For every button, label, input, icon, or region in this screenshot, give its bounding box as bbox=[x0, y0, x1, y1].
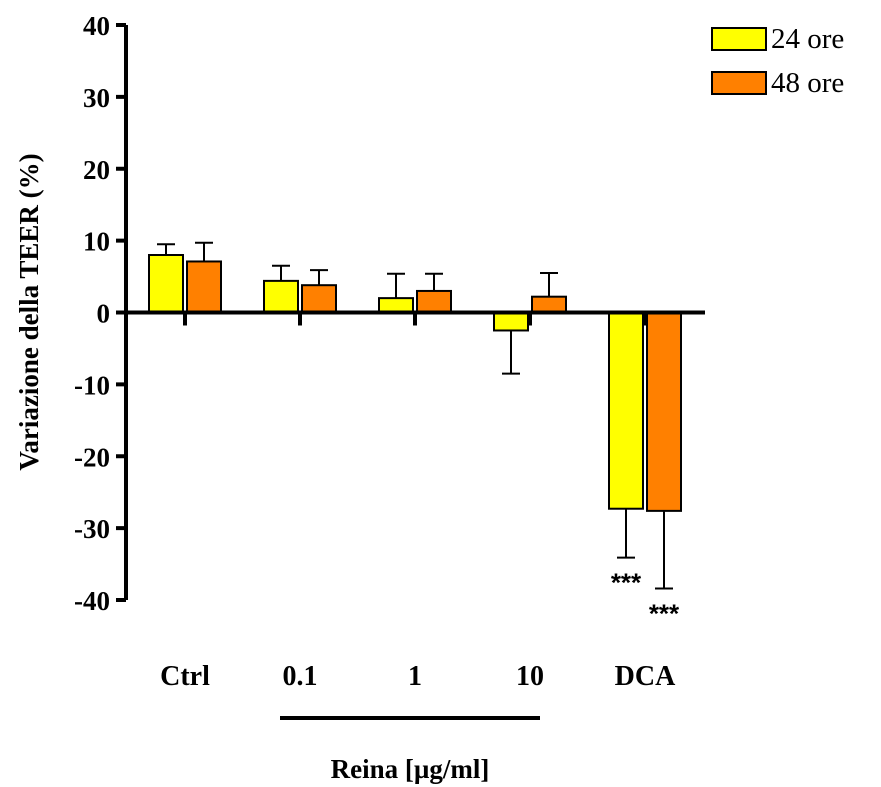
bars bbox=[148, 241, 682, 590]
bar-24-ore-1 bbox=[378, 297, 414, 314]
category-labels: Ctrl 0.1 1 10 DCA bbox=[160, 661, 676, 692]
y-tick-label: -20 bbox=[74, 442, 110, 472]
category-label: 1 bbox=[408, 661, 422, 692]
significance-marker: *** bbox=[649, 599, 680, 629]
y-axis: 40 30 20 10 0 -10 -20 -30 -40 bbox=[74, 11, 128, 616]
zero-axis bbox=[126, 310, 705, 326]
y-tick-label: -30 bbox=[74, 514, 110, 544]
y-tick-label: 30 bbox=[83, 83, 110, 113]
category-label: 10 bbox=[516, 661, 544, 692]
category-label: Ctrl bbox=[160, 661, 210, 692]
bar-48-ore-Ctrl bbox=[186, 260, 222, 314]
y-tick-label: 20 bbox=[83, 155, 110, 185]
bar-48-ore-1 bbox=[416, 289, 452, 314]
legend-label: 48 ore bbox=[771, 67, 844, 99]
y-tick-label: 40 bbox=[83, 11, 110, 41]
legend-label: 24 ore bbox=[771, 23, 844, 55]
y-tick-label: -40 bbox=[74, 586, 110, 616]
bar-24-ore-10 bbox=[493, 311, 529, 332]
bar-24-ore-Ctrl bbox=[148, 254, 184, 314]
bar-24-ore-DCA bbox=[608, 311, 644, 510]
bar-24-ore-0-1 bbox=[263, 279, 299, 314]
bar-48-ore-0-1 bbox=[301, 284, 337, 314]
legend: 24 ore 48 ore bbox=[711, 23, 844, 99]
significance-annotations: ****** bbox=[611, 568, 680, 629]
y-tick-label: -10 bbox=[74, 370, 110, 400]
legend-swatch bbox=[711, 71, 767, 95]
bar-48-ore-10 bbox=[531, 295, 567, 314]
y-axis-title: Variazione della TEER (%) bbox=[14, 153, 44, 470]
legend-swatch bbox=[711, 27, 767, 51]
bar-48-ore-DCA bbox=[646, 311, 682, 512]
y-tick-label: 0 bbox=[97, 299, 111, 329]
x-axis-title: Reina [µg/ml] bbox=[331, 754, 490, 784]
category-label: 0.1 bbox=[283, 661, 318, 692]
significance-marker: *** bbox=[611, 568, 642, 598]
category-label: DCA bbox=[615, 661, 676, 692]
y-tick-label: 10 bbox=[83, 227, 110, 257]
